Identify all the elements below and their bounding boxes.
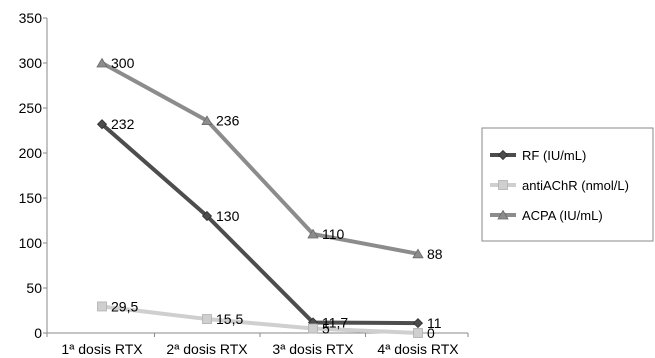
x-tick-label: 4ª dosis RTX [377, 341, 459, 357]
y-tick-label: 50 [26, 280, 42, 296]
legend-marker-acpa [497, 209, 509, 220]
legend: RF (IU/mL) antiAChR (nmol/L) ACPA (IU/mL) [481, 127, 654, 242]
data-point-rf [412, 318, 424, 329]
series-line-antiachr [101, 304, 419, 335]
data-point-antiachr [202, 314, 212, 324]
data-label-acpa: 110 [322, 226, 345, 242]
y-tick-label: 0 [34, 325, 42, 341]
y-tick-label: 250 [19, 100, 43, 116]
y-tick-label: 150 [19, 190, 43, 206]
data-point-antiachr [413, 328, 423, 338]
data-point-acpa [96, 57, 108, 68]
data-point-acpa [412, 248, 424, 259]
y-tick-label: 100 [19, 235, 43, 251]
data-label-rf: 130 [216, 208, 240, 224]
data-point-acpa [307, 228, 319, 239]
series-layer [96, 57, 424, 338]
x-axis-tick-labels: 1ª dosis RTX 2ª dosis RTX 3ª dosis RTX 4ª d… [61, 341, 459, 357]
data-label-rf: 11,7 [322, 314, 348, 330]
data-point-acpa [201, 115, 213, 125]
data-point-rf [96, 119, 108, 130]
series-line-acpa [101, 61, 419, 256]
legend-label-acpa: ACPA (IU/mL) [522, 208, 603, 223]
data-label-acpa: 88 [427, 246, 443, 262]
data-label-antiachr: 29,5 [111, 298, 138, 314]
legend-label-antiachr: antiAChR (nmol/L) [522, 178, 629, 193]
y-tick-label: 200 [19, 145, 43, 161]
data-label-antiachr: 0 [427, 325, 435, 341]
x-tick-label: 1ª dosis RTX [61, 341, 143, 357]
series-line-rf [100, 122, 419, 326]
legend-marker-antiachr [498, 180, 508, 190]
data-labels-layer: 300 236 110 88 232 130 11,7 11 29,5 15,5 5 0 [111, 55, 443, 341]
y-tick-label: 350 [19, 10, 43, 26]
y-axis-tick-labels: 0 50 100 150 200 250 300 350 [19, 10, 43, 341]
x-tick-label: 3ª dosis RTX [272, 341, 354, 357]
data-label-rf: 232 [111, 116, 135, 132]
y-tick-label: 300 [19, 55, 43, 71]
data-label-antiachr: 5 [322, 321, 330, 337]
legend-label-rf: RF (IU/mL) [522, 148, 586, 163]
data-label-rf: 11 [427, 315, 442, 331]
data-point-antiachr [308, 323, 318, 334]
x-tick-label: 2ª dosis RTX [166, 341, 248, 357]
data-point-rf [201, 210, 213, 222]
data-label-acpa: 300 [111, 55, 135, 71]
legend-marker-rf [497, 149, 509, 161]
data-label-antiachr: 15,5 [216, 311, 243, 327]
data-label-acpa: 236 [216, 113, 240, 129]
data-point-antiachr [97, 301, 107, 312]
